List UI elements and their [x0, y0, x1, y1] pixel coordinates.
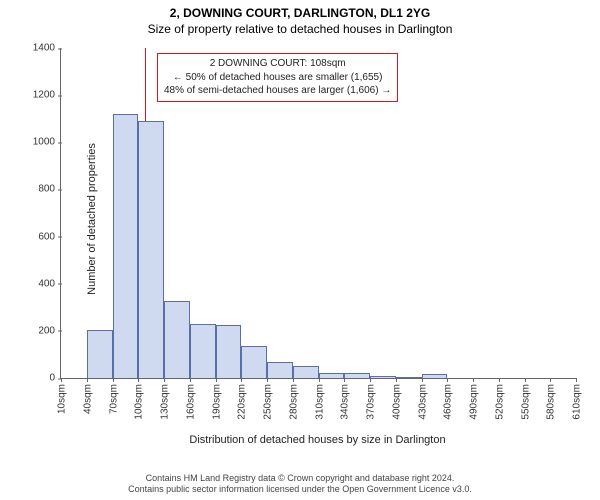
histogram-bar	[319, 373, 345, 378]
histogram-bar	[344, 373, 370, 378]
y-tick: 1000	[33, 137, 61, 148]
x-tick-mark	[241, 378, 242, 382]
x-tick-label: 610sqm	[570, 384, 583, 420]
x-tick-label: 490sqm	[467, 384, 480, 420]
x-tick-mark	[138, 378, 139, 382]
x-tick-label: 370sqm	[364, 384, 377, 420]
x-tick-mark	[550, 378, 551, 382]
x-tick-mark	[87, 378, 88, 382]
annotation-line-1: 2 DOWNING COURT: 108sqm	[164, 57, 391, 71]
x-tick-mark	[473, 378, 474, 382]
x-tick-label: 580sqm	[544, 384, 557, 420]
x-tick-label: 10sqm	[55, 384, 68, 414]
x-tick-label: 280sqm	[286, 384, 299, 420]
x-tick-label: 550sqm	[518, 384, 531, 420]
x-tick-label: 340sqm	[338, 384, 351, 420]
annotation-line-2: ← 50% of detached houses are smaller (1,…	[164, 71, 391, 85]
histogram-bar	[370, 376, 396, 378]
x-tick-label: 400sqm	[389, 384, 402, 420]
histogram-bar	[190, 324, 216, 378]
x-tick-mark	[525, 378, 526, 382]
chart-title: 2, DOWNING COURT, DARLINGTON, DL1 2YG Si…	[0, 0, 600, 37]
x-tick-mark	[447, 378, 448, 382]
histogram-bar	[293, 366, 319, 378]
title-line-2: Size of property relative to detached ho…	[0, 22, 600, 38]
histogram-bar	[396, 377, 422, 378]
footer-line-2: Contains public sector information licen…	[0, 484, 600, 496]
x-axis-label: Distribution of detached houses by size …	[60, 434, 575, 446]
x-tick-label: 520sqm	[492, 384, 505, 420]
y-tick: 800	[38, 184, 61, 195]
x-tick-label: 100sqm	[132, 384, 145, 420]
y-tick: 1400	[33, 43, 61, 54]
chart-container: 2, DOWNING COURT, DARLINGTON, DL1 2YG Si…	[0, 0, 600, 500]
x-tick-mark	[422, 378, 423, 382]
histogram-bar	[241, 346, 267, 378]
y-axis-label: Number of detached properties	[86, 143, 98, 295]
histogram-bar	[138, 121, 164, 378]
x-tick-mark	[344, 378, 345, 382]
histogram-bar	[87, 330, 113, 378]
y-tick: 200	[38, 325, 61, 336]
y-tick: 600	[38, 231, 61, 242]
x-tick-label: 40sqm	[80, 384, 93, 414]
x-tick-mark	[113, 378, 114, 382]
histogram-bar	[422, 374, 448, 378]
x-tick-label: 430sqm	[415, 384, 428, 420]
x-tick-mark	[576, 378, 577, 382]
x-tick-label: 70sqm	[106, 384, 119, 414]
y-tick: 0	[49, 373, 61, 384]
x-tick-label: 310sqm	[312, 384, 325, 420]
x-tick-mark	[190, 378, 191, 382]
footer-line-1: Contains HM Land Registry data © Crown c…	[0, 473, 600, 485]
annotation-line-3: 48% of semi-detached houses are larger (…	[164, 84, 391, 98]
x-tick-mark	[164, 378, 165, 382]
x-tick-label: 460sqm	[441, 384, 454, 420]
title-line-1: 2, DOWNING COURT, DARLINGTON, DL1 2YG	[0, 6, 600, 22]
x-tick-mark	[267, 378, 268, 382]
x-tick-mark	[216, 378, 217, 382]
histogram-bar	[113, 114, 139, 378]
histogram-bar	[267, 362, 293, 379]
x-tick-label: 160sqm	[183, 384, 196, 420]
x-tick-label: 190sqm	[209, 384, 222, 420]
x-tick-label: 250sqm	[261, 384, 274, 420]
histogram-bar	[216, 325, 242, 378]
y-tick: 400	[38, 278, 61, 289]
x-tick-mark	[293, 378, 294, 382]
plot-area: 2 DOWNING COURT: 108sqm ← 50% of detache…	[60, 48, 576, 379]
histogram-bar	[164, 301, 190, 378]
x-tick-mark	[61, 378, 62, 382]
x-tick-mark	[370, 378, 371, 382]
x-tick-mark	[319, 378, 320, 382]
annotation-box: 2 DOWNING COURT: 108sqm ← 50% of detache…	[157, 53, 398, 102]
y-tick: 1200	[33, 90, 61, 101]
x-tick-mark	[396, 378, 397, 382]
x-tick-label: 220sqm	[235, 384, 248, 420]
x-tick-label: 130sqm	[158, 384, 171, 420]
footer-attribution: Contains HM Land Registry data © Crown c…	[0, 473, 600, 496]
x-tick-mark	[499, 378, 500, 382]
